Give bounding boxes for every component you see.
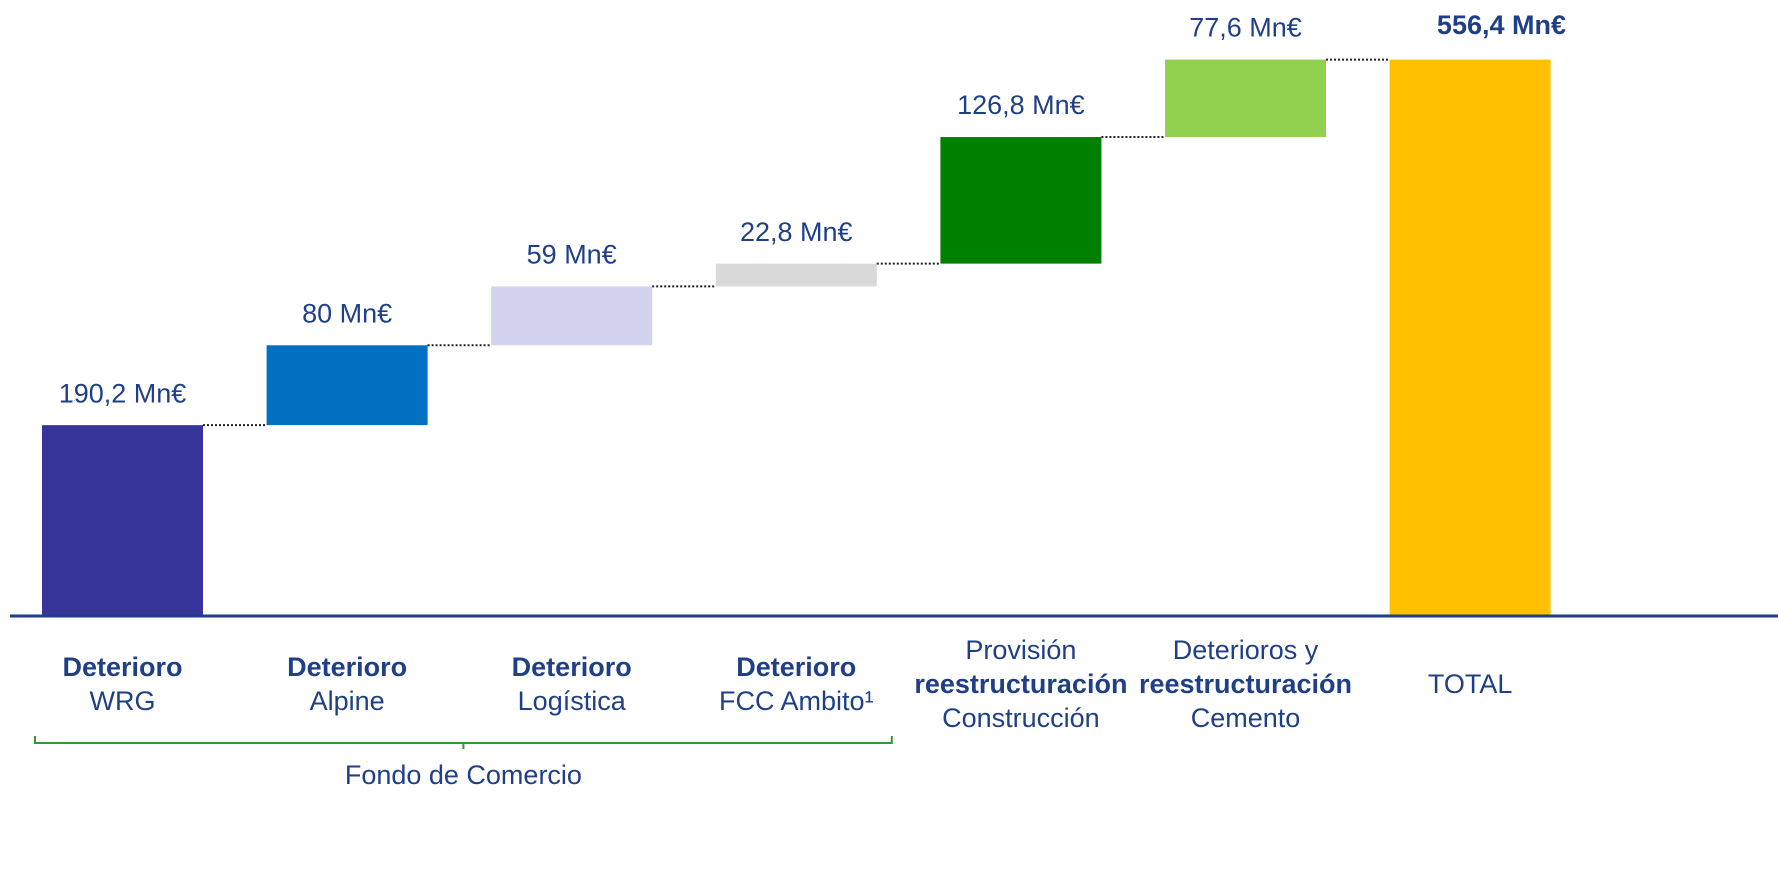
x-tick-label: Deterioro [62, 652, 182, 682]
value-label: 80 Mn€ [302, 298, 392, 328]
bracket-label: Fondo de Comercio [345, 760, 582, 790]
value-label: 190,2 Mn€ [59, 378, 187, 408]
bar [1389, 59, 1551, 616]
x-tick-label: WRG [90, 686, 156, 716]
x-tick-label: reestructuración [1139, 669, 1352, 699]
x-tick-label: Logística [518, 686, 627, 716]
value-label: 556,4 Mn€ [1437, 10, 1566, 40]
bar [940, 137, 1102, 264]
x-tick-label: Deterioro [736, 652, 856, 682]
value-label: 77,6 Mn€ [1189, 13, 1302, 43]
x-tick-label: Alpine [310, 686, 385, 716]
x-tick-label: Provisión [965, 635, 1076, 665]
x-tick-label: Deterioro [287, 652, 407, 682]
bar [1165, 59, 1326, 138]
x-tick-label: FCC Ambito¹ [719, 686, 874, 716]
bar [266, 345, 428, 426]
x-tick-label: Cemento [1191, 703, 1301, 733]
bar [491, 286, 653, 346]
bar [715, 263, 877, 287]
bracket [34, 736, 893, 749]
x-tick-label: Deterioros y [1173, 635, 1319, 665]
x-tick-label: reestructuración [914, 669, 1127, 699]
x-tick-label: Deterioro [512, 652, 632, 682]
bar [42, 425, 203, 615]
value-label: 59 Mn€ [527, 240, 617, 270]
value-label: 126,8 Mn€ [957, 90, 1085, 120]
x-tick-label: TOTAL [1428, 669, 1513, 699]
value-label: 22,8 Mn€ [740, 217, 853, 247]
x-tick-label: Construcción [942, 703, 1100, 733]
